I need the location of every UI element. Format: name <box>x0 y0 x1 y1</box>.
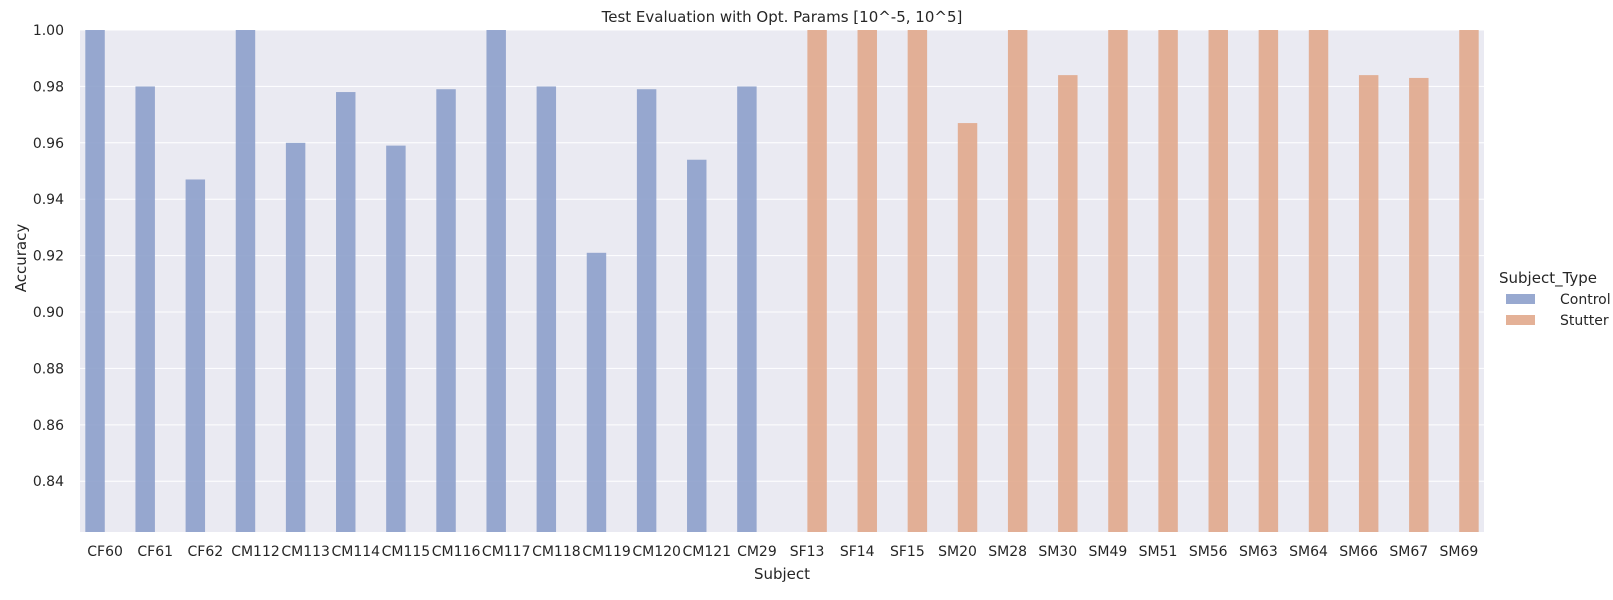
y-tick-label: 0.96 <box>33 136 64 152</box>
x-tick-label: CM29 <box>737 544 777 560</box>
x-tick-label: SM20 <box>938 544 977 560</box>
x-tick-label: CM117 <box>482 544 531 560</box>
bar-control-cm115 <box>386 145 406 532</box>
bar-control-cm117 <box>486 30 506 532</box>
bar-control-cm120 <box>636 89 657 532</box>
bar-stutter-sm28 <box>1007 30 1028 532</box>
legend-label-stutter: Stutter <box>1560 313 1609 329</box>
bar-control-cm29 <box>737 86 757 533</box>
bar-stutter-sm63 <box>1258 30 1279 532</box>
bar-control-cf60 <box>85 30 105 532</box>
x-tick-label: SM63 <box>1239 544 1278 560</box>
x-tick-label: SF15 <box>890 544 925 560</box>
bar-stutter-sm66 <box>1358 75 1379 532</box>
bar-stutter-sm30 <box>1058 75 1078 532</box>
bar-stutter-sm20 <box>957 123 978 532</box>
x-tick-label: CM114 <box>331 544 380 560</box>
x-tick-label: SF13 <box>790 544 825 560</box>
x-tick-label: CF62 <box>188 544 224 560</box>
bar-control-cm121 <box>687 159 707 532</box>
legend-swatch-control <box>1506 294 1535 304</box>
bar-control-cm118 <box>536 86 557 533</box>
x-tick-label: CM116 <box>432 544 481 560</box>
x-tick-label: SM67 <box>1389 544 1428 560</box>
y-tick-label: 0.84 <box>33 474 64 490</box>
bars <box>85 30 1479 533</box>
x-tick-label: CF60 <box>87 544 123 560</box>
bar-control-cm116 <box>436 89 456 532</box>
legend: Subject_Type Control Stutter <box>1499 269 1611 329</box>
x-tick-label: CM121 <box>682 544 731 560</box>
y-tick-label: 0.90 <box>33 305 64 321</box>
x-tick-label: SF14 <box>840 544 875 560</box>
y-tick-label: 0.92 <box>33 249 64 265</box>
x-tick-label: CM119 <box>582 544 631 560</box>
bar-stutter-sm56 <box>1208 30 1228 532</box>
y-tick-label: 0.86 <box>33 418 64 434</box>
bar-control-cm112 <box>235 30 256 532</box>
x-tick-label: CM115 <box>382 544 431 560</box>
bar-control-cf62 <box>185 179 206 532</box>
plot-area <box>80 30 1484 532</box>
x-tick-label: SM30 <box>1038 544 1077 560</box>
x-tick-label: SM66 <box>1339 544 1378 560</box>
legend-title: Subject_Type <box>1499 269 1597 288</box>
y-axis-ticks: 0.84 0.86 0.88 0.90 0.92 0.94 0.96 0.98 1.00 <box>33 23 64 490</box>
gridlines <box>80 29 1484 482</box>
x-axis-label: Subject <box>754 565 810 583</box>
chart-title: Test Evaluation with Opt. Params [10^-5,… <box>601 8 963 26</box>
y-tick-label: 0.88 <box>33 361 64 377</box>
bar-stutter-sm49 <box>1108 30 1128 532</box>
x-tick-label: SM28 <box>988 544 1027 560</box>
legend-label-control: Control <box>1560 292 1611 308</box>
x-tick-label: CM113 <box>281 544 330 560</box>
bar-stutter-sf15 <box>907 30 928 532</box>
bar-control-cf61 <box>135 86 155 533</box>
bar-stutter-sf13 <box>807 30 827 532</box>
bar-stutter-sm51 <box>1158 30 1178 532</box>
bar-stutter-sm64 <box>1308 30 1329 532</box>
x-tick-label: CM112 <box>231 544 280 560</box>
bar-stutter-sm67 <box>1409 77 1429 532</box>
x-tick-label: SM69 <box>1440 544 1479 560</box>
x-tick-label: SM64 <box>1289 544 1328 560</box>
y-axis-label: Accuracy <box>12 224 30 293</box>
x-tick-label: CM120 <box>632 544 681 560</box>
legend-swatch-stutter <box>1506 315 1535 325</box>
bar-stutter-sm69 <box>1459 30 1479 532</box>
x-tick-label: SM56 <box>1189 544 1228 560</box>
y-tick-label: 0.94 <box>33 192 64 208</box>
x-tick-label: CF61 <box>137 544 173 560</box>
y-tick-label: 0.98 <box>33 79 64 95</box>
bar-control-cm113 <box>285 142 306 532</box>
x-axis-ticks: CF60 CF61 CF62 CM112 CM113 CM114 CM115 CM116 CM1… <box>87 544 1478 560</box>
bar-stutter-sf14 <box>857 30 877 532</box>
x-tick-label: SM51 <box>1139 544 1178 560</box>
x-tick-label: CM118 <box>532 544 581 560</box>
bar-control-cm119 <box>586 252 607 532</box>
y-tick-label: 1.00 <box>33 23 64 39</box>
x-tick-label: SM49 <box>1089 544 1128 560</box>
bar-control-cm114 <box>336 92 356 532</box>
